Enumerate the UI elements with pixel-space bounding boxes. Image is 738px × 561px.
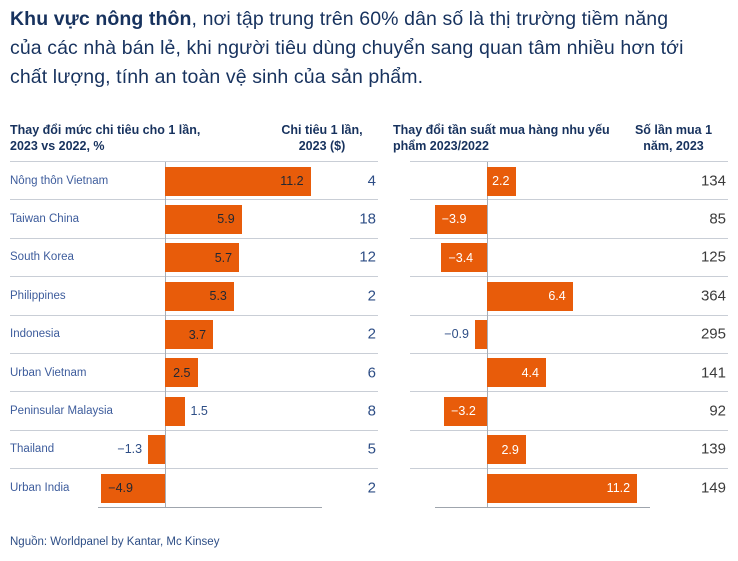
bar bbox=[474, 320, 487, 350]
bar-value-label: 2.9 bbox=[501, 442, 519, 457]
bar-value-label: −4.9 bbox=[108, 481, 133, 496]
chart-row: −3.4 125 bbox=[410, 239, 728, 278]
chart-row: Nông thôn Vietnam 11.2 4 bbox=[10, 162, 378, 201]
bar-value-label: 2.2 bbox=[492, 174, 510, 188]
bar: 2.9 bbox=[487, 435, 526, 465]
chart-row: −3.2 92 bbox=[410, 392, 728, 431]
chart-row: 4.4 141 bbox=[410, 354, 728, 393]
header-spend-change: Thay đổi mức chi tiêu cho 1 lần, 2023 vs… bbox=[10, 123, 201, 153]
bar-value-label: 5.7 bbox=[214, 250, 233, 265]
left-bottom-axis-line bbox=[98, 507, 322, 508]
category-label: Thailand bbox=[10, 443, 55, 456]
bar: 2.5 bbox=[165, 358, 198, 388]
chart-row: Philippines 5.3 2 bbox=[10, 277, 378, 316]
bar-value-label: 1.5 bbox=[190, 404, 208, 419]
bar bbox=[148, 435, 165, 465]
chart-row: −3.9 85 bbox=[410, 200, 728, 239]
bar: −3.9 bbox=[434, 204, 487, 234]
value-column: 364 bbox=[700, 287, 726, 305]
value-column: 92 bbox=[709, 402, 726, 420]
bar-value-label: −3.9 bbox=[441, 212, 467, 227]
chart-row: 11.2 149 bbox=[410, 469, 728, 507]
chart-row: Taiwan China 5.9 18 bbox=[10, 200, 378, 239]
chart-row: Thailand −1.3 5 bbox=[10, 431, 378, 470]
chart-row: −0.9 295 bbox=[410, 316, 728, 354]
value-column: 2 bbox=[367, 325, 376, 343]
bar: −3.4 bbox=[441, 243, 487, 273]
value-column: 18 bbox=[359, 210, 376, 228]
bar-value-label: 11.2 bbox=[606, 481, 631, 496]
chart-row: Urban Vietnam 2.5 6 bbox=[10, 354, 378, 393]
frequency-change-chart: 2.2 134 −3.9 85 −3.4 125 6.4 364 −0.9 295 4.4 141 −3… bbox=[410, 161, 728, 508]
chart-row: 2.2 134 bbox=[410, 162, 728, 201]
chart-row: Indonesia 3.7 2 bbox=[10, 316, 378, 354]
value-column: 295 bbox=[700, 325, 726, 343]
value-column: 139 bbox=[700, 440, 726, 458]
bar-value-label: 4.4 bbox=[521, 365, 539, 380]
chart-row: South Korea 5.7 12 bbox=[10, 239, 378, 278]
bar: 5.3 bbox=[165, 281, 234, 311]
value-column: 12 bbox=[359, 248, 376, 266]
bar-value-label: −1.3 bbox=[117, 442, 143, 457]
bar-value-label: 3.7 bbox=[188, 327, 207, 342]
category-label: Taiwan China bbox=[10, 213, 80, 226]
bar: 11.2 bbox=[165, 166, 311, 196]
value-column: 134 bbox=[700, 172, 726, 190]
right-bottom-axis-line bbox=[435, 507, 650, 508]
bar-value-label: 2.5 bbox=[173, 365, 191, 380]
spend-change-chart: Nông thôn Vietnam 11.2 4 Taiwan China 5.9 18 S… bbox=[10, 161, 378, 508]
bar-value-label: 5.9 bbox=[217, 212, 235, 227]
bar bbox=[165, 396, 185, 426]
bar: 2.2 bbox=[487, 166, 517, 196]
value-column: 5 bbox=[367, 440, 376, 458]
chart-row: 6.4 364 bbox=[410, 277, 728, 316]
bar: −4.9 bbox=[101, 473, 165, 503]
bar: −3.2 bbox=[444, 396, 487, 426]
category-label: Philippines bbox=[10, 289, 66, 302]
category-label: South Korea bbox=[10, 251, 74, 264]
category-label: Urban India bbox=[10, 482, 70, 495]
value-column: 149 bbox=[700, 479, 726, 497]
bar-value-label: −3.2 bbox=[451, 404, 476, 419]
bar: 3.7 bbox=[165, 320, 214, 350]
category-label: Urban Vietnam bbox=[10, 366, 87, 379]
bar: 6.4 bbox=[487, 281, 573, 311]
bar-value-label: 6.4 bbox=[548, 289, 566, 304]
chart-row: Peninsular Malaysia 1.5 8 bbox=[10, 392, 378, 431]
value-column: 125 bbox=[700, 248, 726, 266]
bar: 5.7 bbox=[165, 243, 240, 273]
bar: 5.9 bbox=[165, 204, 242, 234]
bar: 11.2 bbox=[487, 473, 638, 503]
category-label: Indonesia bbox=[10, 328, 60, 341]
header-trips-per-year: Số lần mua 1 năm, 2023 bbox=[634, 123, 713, 153]
chart-row: 2.9 139 bbox=[410, 431, 728, 470]
bar-value-label: −3.4 bbox=[448, 250, 474, 265]
header-spend-per-trip: Chi tiêu 1 lần, 2023 ($) bbox=[281, 123, 363, 153]
title-lead: Khu vực nông thôn bbox=[10, 8, 192, 30]
value-column: 2 bbox=[367, 479, 376, 497]
source-note: Nguồn: Worldpanel by Kantar, Mc Kinsey bbox=[10, 536, 220, 548]
value-column: 2 bbox=[367, 287, 376, 305]
value-column: 4 bbox=[367, 172, 376, 190]
category-label: Nông thôn Vietnam bbox=[10, 174, 109, 187]
bar-value-label: 11.2 bbox=[280, 174, 304, 188]
right-zero-axis-line bbox=[487, 162, 488, 508]
header-frequency-change: Thay đổi tần suất mua hàng nhu yếu phẩm … bbox=[393, 123, 610, 153]
value-column: 141 bbox=[700, 364, 726, 382]
value-column: 85 bbox=[709, 210, 726, 228]
title-rest: , nơi tập trung trên 60% dân số là thị t… bbox=[10, 8, 684, 88]
bar: 4.4 bbox=[487, 358, 546, 388]
page-title: Khu vực nông thôn, nơi tập trung trên 60… bbox=[10, 5, 702, 92]
bar-value-label: 5.3 bbox=[209, 289, 227, 304]
category-label: Peninsular Malaysia bbox=[10, 405, 113, 418]
value-column: 6 bbox=[367, 364, 376, 382]
bar-value-label: −0.9 bbox=[444, 327, 469, 342]
chart-row: Urban India −4.9 2 bbox=[10, 469, 378, 507]
value-column: 8 bbox=[367, 402, 376, 420]
